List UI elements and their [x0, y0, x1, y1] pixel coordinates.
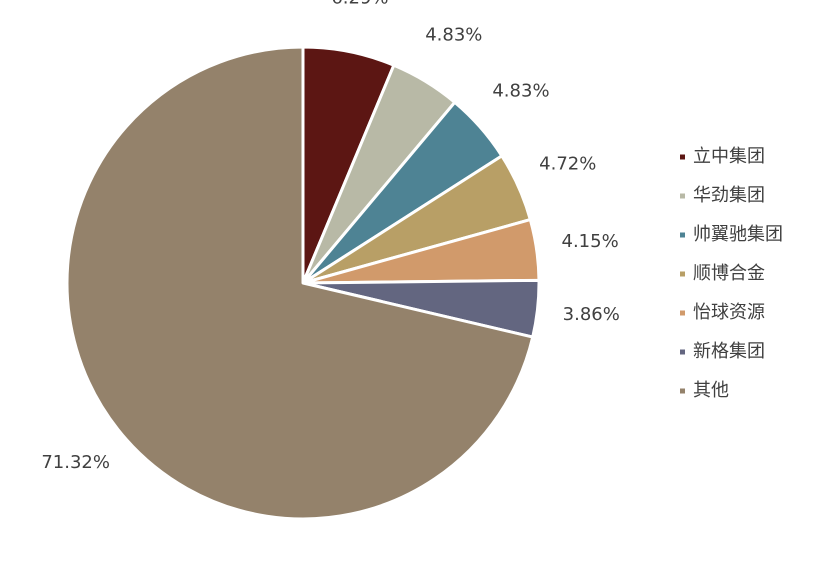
data-label: 3.86% — [563, 304, 620, 325]
legend-label: 帅翼驰集团 — [693, 224, 783, 245]
legend-marker — [680, 310, 685, 316]
legend-marker — [680, 154, 685, 160]
legend-label: 其他 — [693, 380, 729, 401]
data-label: 4.83% — [492, 81, 549, 102]
pie-slice — [65, 45, 535, 521]
data-label: 4.15% — [562, 231, 619, 252]
legend-marker — [680, 271, 685, 277]
legend-label: 怡球资源 — [693, 302, 765, 323]
legend-marker — [680, 388, 685, 394]
data-label: 4.83% — [425, 24, 482, 45]
legend-label: 华劲集团 — [693, 185, 765, 206]
legend-label: 立中集团 — [693, 146, 765, 167]
data-label: 4.72% — [539, 154, 596, 175]
legend-marker — [680, 193, 685, 199]
legend-marker — [680, 349, 685, 355]
legend-marker — [680, 232, 685, 238]
legend-label: 新格集团 — [693, 341, 765, 362]
legend-label: 顺博合金 — [693, 263, 765, 284]
data-label: 71.32% — [41, 452, 110, 473]
data-label: 6.29% — [331, 0, 388, 9]
